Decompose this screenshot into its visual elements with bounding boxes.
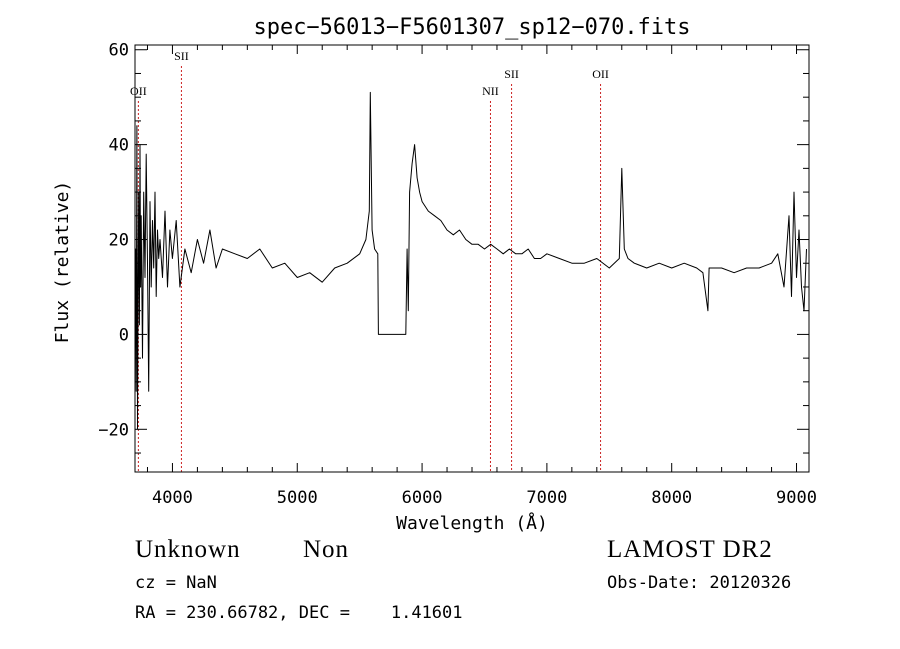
y-tick-label: 0 (119, 325, 129, 345)
survey-label: LAMOST DR2 (607, 536, 773, 563)
x-tick-label: 4000 (152, 488, 193, 508)
y-tick-label: 40 (109, 136, 129, 156)
y-axis-ticks (135, 49, 809, 454)
y-tick-label: 60 (109, 41, 129, 61)
emission-line-markers (137, 66, 602, 472)
emission-marker-label: OII (130, 84, 147, 98)
x-tick-label: 7000 (526, 488, 567, 508)
y-tick-label: 20 (109, 231, 129, 251)
y-axis-label: Flux (relative) (52, 181, 73, 344)
classification-label: Unknown (135, 536, 241, 563)
plot-frame (134, 44, 810, 473)
x-tick-label: 5000 (277, 488, 318, 508)
x-tick-label: 8000 (651, 488, 692, 508)
chart-title: spec−56013−F5601307_sp12−070.fits (253, 15, 690, 40)
x-axis-ticks (146, 45, 798, 472)
x-tick-label: 9000 (776, 488, 817, 508)
coordinates-text: RA = 230.66782, DEC = 1.41601 (135, 603, 463, 623)
y-axis-tick-labels: −20 0 20 40 60 (98, 41, 129, 441)
subclass-label: Non (303, 536, 350, 563)
emission-marker-label: NII (482, 84, 499, 98)
spectrum-series-line (134, 91, 807, 430)
y-tick-label: −20 (98, 420, 129, 440)
emission-line-labels: OII SII NII SII OII (130, 49, 609, 98)
x-axis-label: Wavelength (Å) (396, 512, 548, 534)
redshift-text: cz = NaN (135, 573, 217, 593)
emission-marker-label: OII (592, 67, 609, 81)
emission-marker-label: SII (174, 49, 189, 63)
emission-marker-label: SII (504, 67, 519, 81)
x-axis-tick-labels: 4000 5000 6000 7000 8000 9000 (152, 488, 817, 508)
obs-date-text: Obs-Date: 20120326 (607, 573, 792, 593)
x-tick-label: 6000 (402, 488, 443, 508)
